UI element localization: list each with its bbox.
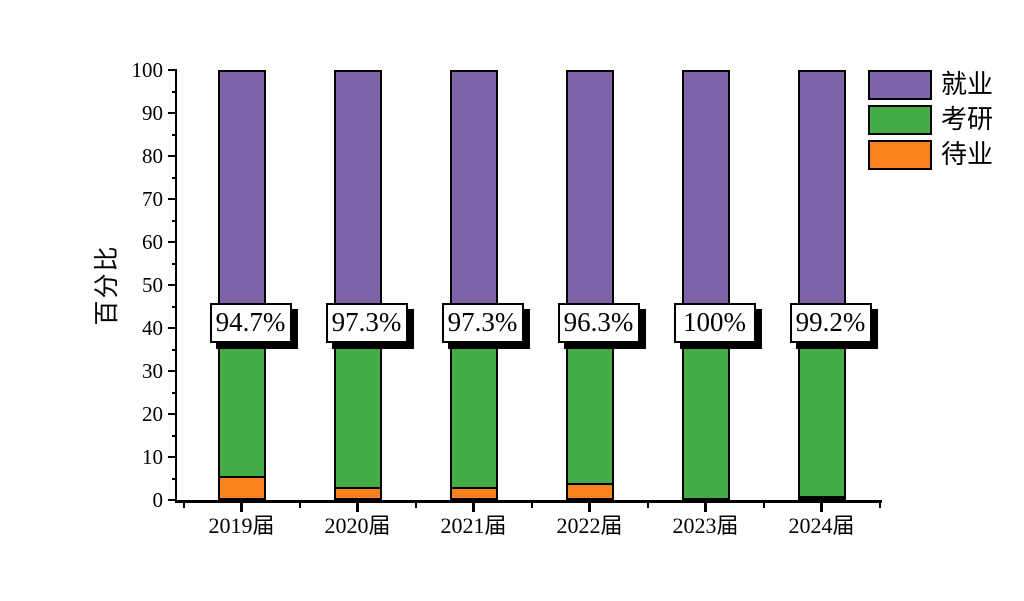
bar-segment-divider [449, 487, 498, 490]
x-category-label: 2022届 [556, 513, 623, 538]
bar-segment-待业 [333, 488, 382, 500]
bar-segment-考研 [449, 323, 498, 489]
y-tick-label: 100 [131, 58, 164, 82]
bar-segment-divider [565, 483, 614, 486]
y-minor-tick [172, 133, 177, 136]
y-tick-label: 90 [142, 101, 163, 125]
x-category-label: 2020届 [324, 513, 391, 538]
legend-label-就业: 就业 [941, 70, 994, 99]
bar-segment-divider [217, 476, 266, 479]
bar-rate-label: 100% [673, 303, 756, 343]
x-category-label: 2021届 [440, 513, 507, 538]
bar-segment-考研 [681, 323, 730, 500]
bar-rate-label: 97.3% [325, 303, 408, 343]
legend-label-待业: 待业 [941, 140, 994, 169]
y-minor-tick [172, 434, 177, 437]
x-minor-tick [878, 502, 881, 508]
x-major-tick [820, 502, 823, 512]
x-minor-tick [414, 502, 417, 508]
bar-outline [217, 70, 266, 500]
x-minor-tick [762, 502, 765, 508]
bar-segment-考研 [565, 323, 614, 485]
bar-segment-待业 [217, 477, 266, 500]
y-minor-tick [172, 219, 177, 222]
x-major-tick [588, 502, 591, 512]
bar-segment-待业 [449, 488, 498, 500]
bar-segment-就业 [565, 70, 614, 324]
bar-outline [681, 70, 730, 500]
y-tick-label: 50 [142, 273, 163, 297]
legend-swatch-就业 [868, 70, 932, 100]
legend-label-考研: 考研 [941, 105, 994, 134]
bar-segment-就业 [449, 70, 498, 324]
x-category-label: 2019届 [208, 513, 275, 538]
bar-segment-就业 [797, 70, 846, 324]
y-tick-label: 30 [142, 359, 163, 383]
x-major-tick [472, 502, 475, 512]
legend-swatch-考研 [868, 105, 932, 135]
y-major-tick [168, 154, 177, 158]
x-minor-tick [646, 502, 649, 508]
y-major-tick [168, 197, 177, 201]
y-major-tick [168, 498, 177, 502]
bar-outline [333, 70, 382, 500]
x-major-tick [356, 502, 359, 512]
bar-rate-label: 97.3% [441, 303, 524, 343]
y-major-tick [168, 455, 177, 459]
bar-segment-待业 [565, 484, 614, 500]
bar-rate-label: 99.2% [789, 303, 872, 343]
x-minor-tick [182, 502, 185, 508]
bar-outline [449, 70, 498, 500]
y-major-tick [168, 111, 177, 115]
bar-segment-divider [333, 487, 382, 490]
y-major-tick [168, 326, 177, 330]
y-major-tick [168, 412, 177, 416]
y-tick-label: 80 [142, 144, 163, 168]
y-major-tick [168, 240, 177, 244]
y-minor-tick [172, 176, 177, 179]
y-major-tick [168, 283, 177, 287]
y-minor-tick [172, 262, 177, 265]
y-minor-tick [172, 348, 177, 351]
x-minor-tick [530, 502, 533, 508]
y-minor-tick [172, 90, 177, 93]
bar-segment-就业 [681, 70, 730, 324]
bar-segment-就业 [333, 70, 382, 324]
y-minor-tick [172, 391, 177, 394]
y-tick-label: 40 [142, 316, 163, 340]
y-minor-tick [172, 305, 177, 308]
x-axis-line [174, 500, 882, 503]
bar-segment-考研 [333, 323, 382, 489]
y-tick-label: 70 [142, 187, 163, 211]
y-tick-label: 10 [142, 445, 163, 469]
bar-segment-就业 [217, 70, 266, 324]
x-minor-tick [298, 502, 301, 508]
y-tick-label: 60 [142, 230, 163, 254]
y-major-tick [168, 68, 177, 72]
y-major-tick [168, 369, 177, 373]
bar-rate-label: 94.7% [209, 303, 292, 343]
bar-segment-考研 [797, 323, 846, 497]
bar-outline [565, 70, 614, 500]
y-tick-label: 0 [152, 488, 164, 512]
x-category-label: 2023届 [672, 513, 739, 538]
y-tick-label: 20 [142, 402, 163, 426]
bar-segment-考研 [217, 323, 266, 478]
legend-swatch-待业 [868, 140, 932, 170]
y-minor-tick [172, 477, 177, 480]
bar-outline [797, 70, 846, 500]
x-major-tick [704, 502, 707, 512]
bar-rate-label: 96.3% [557, 303, 640, 343]
x-major-tick [240, 502, 243, 512]
x-category-label: 2024届 [788, 513, 855, 538]
bar-segment-divider [797, 495, 846, 498]
